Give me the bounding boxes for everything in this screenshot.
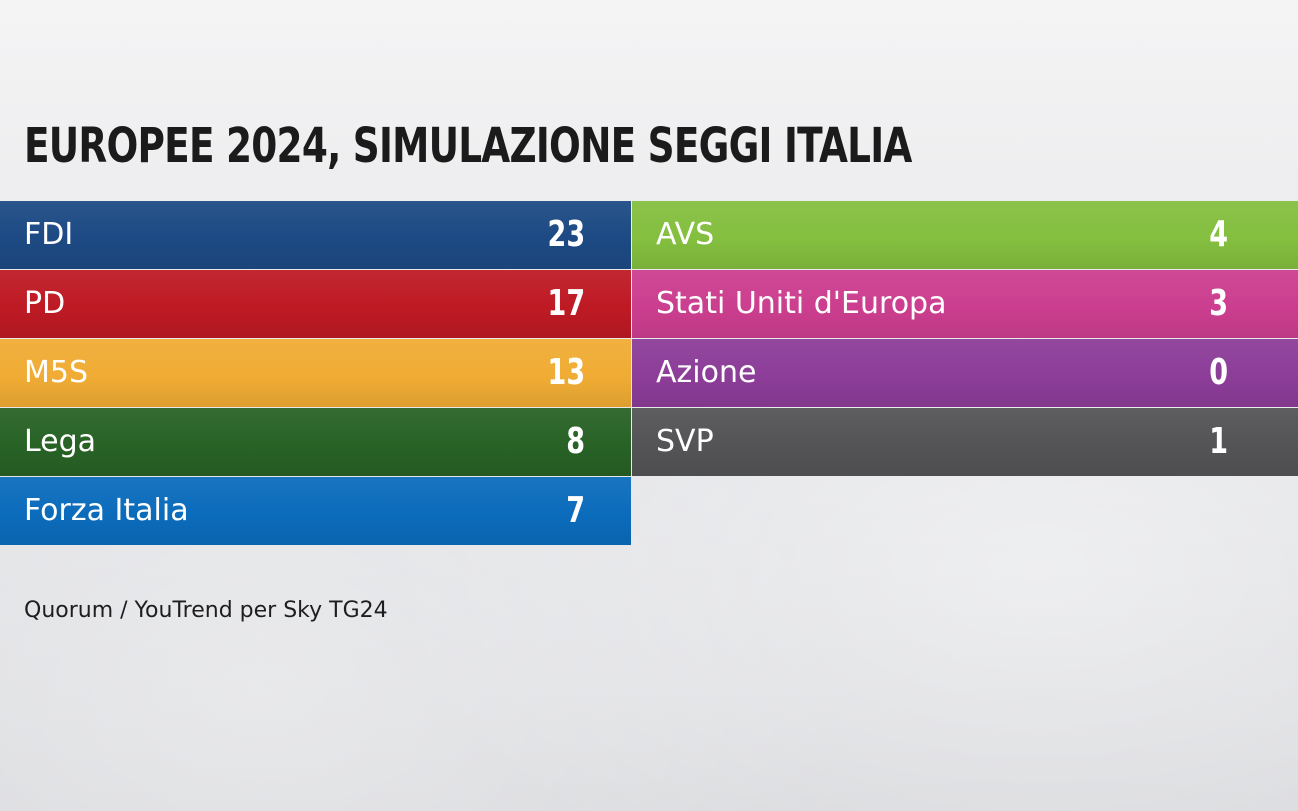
party-name: AVS <box>656 217 715 252</box>
seat-count: 3 <box>1209 283 1228 324</box>
seat-count: 23 <box>547 214 585 255</box>
party-row: AVS 4 <box>632 201 1298 269</box>
party-row: FDI 23 <box>0 201 631 269</box>
party-row: Azione 0 <box>632 339 1298 407</box>
party-row: Forza Italia 7 <box>0 477 631 545</box>
party-row: Lega 8 <box>0 408 631 476</box>
party-name: Stati Uniti d'Europa <box>656 286 947 321</box>
source-credit: Quorum / YouTrend per Sky TG24 <box>24 598 388 623</box>
party-row: M5S 13 <box>0 339 631 407</box>
party-name: PD <box>24 286 66 321</box>
seat-count: 13 <box>547 352 585 393</box>
party-name: Forza Italia <box>24 493 189 528</box>
seat-count: 1 <box>1209 421 1228 462</box>
seat-count: 0 <box>1209 352 1228 393</box>
seat-count: 7 <box>566 490 585 531</box>
party-name: FDI <box>24 217 74 252</box>
seat-count: 4 <box>1209 214 1228 255</box>
seat-count: 8 <box>566 421 585 462</box>
seat-count: 17 <box>547 283 585 324</box>
party-row: SVP 1 <box>632 408 1298 476</box>
party-name: M5S <box>24 355 89 390</box>
party-name: SVP <box>656 424 714 459</box>
party-row: Stati Uniti d'Europa 3 <box>632 270 1298 338</box>
party-name: Lega <box>24 424 97 459</box>
page-title: EUROPEE 2024, SIMULAZIONE SEGGI ITALIA <box>24 118 912 174</box>
party-name: Azione <box>656 355 757 390</box>
party-row: PD 17 <box>0 270 631 338</box>
